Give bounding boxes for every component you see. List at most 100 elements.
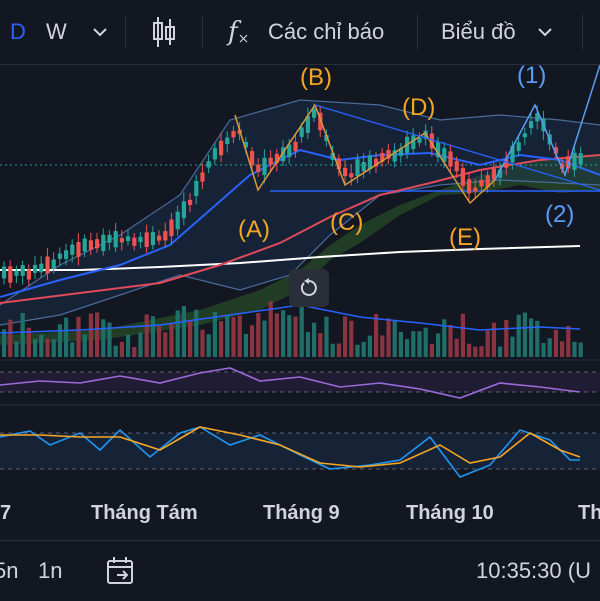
volume-bar (200, 329, 205, 357)
candle-body (268, 157, 273, 165)
candle-body (522, 133, 527, 138)
volume-bar (491, 322, 496, 357)
volume-bar (14, 341, 19, 357)
candle-body (330, 152, 335, 160)
volume-bar (157, 325, 162, 357)
volume-bar (150, 316, 155, 357)
reset-chart-button[interactable] (289, 269, 329, 307)
toolbar-divider (202, 14, 203, 50)
volume-bar (392, 321, 397, 357)
volume-bar (572, 341, 577, 357)
candle-body (150, 232, 155, 246)
candle-body (88, 240, 93, 250)
volume-bar (522, 312, 527, 357)
volume-bar (479, 346, 484, 357)
volume-bar (349, 320, 354, 357)
volume-bar (547, 338, 552, 357)
volume-bar (374, 313, 379, 357)
candle-body (45, 256, 50, 274)
volume-bar (70, 342, 75, 357)
volume-bar (417, 331, 422, 357)
volume-bar (454, 338, 459, 357)
candle-body (138, 236, 143, 243)
candle-body (281, 147, 286, 162)
candle-body (374, 158, 379, 167)
candle-body (560, 163, 565, 169)
candle-body (82, 238, 87, 252)
range-5n-button[interactable]: 5n (0, 558, 19, 583)
candle-body (119, 238, 124, 243)
volume-bar (336, 343, 341, 357)
candle-body (57, 253, 62, 259)
volume-bar (219, 321, 224, 357)
price-chart[interactable]: (B) (A) (C) (D) (E) (1) (2) (0, 65, 600, 495)
volume-bar (429, 344, 434, 357)
indicators-button[interactable]: Các chỉ báo (268, 19, 385, 44)
interval-dropdown-chevron-icon[interactable] (92, 0, 108, 64)
volume-bar (26, 327, 31, 357)
volume-ma-line (0, 304, 581, 334)
volume-bar (330, 343, 335, 357)
volume-bar (256, 313, 261, 357)
volume-bar (250, 325, 255, 357)
candle-body (175, 211, 180, 230)
wave-label-c: (C) (330, 209, 363, 236)
volume-bar (498, 346, 503, 357)
stoch-d-line (0, 426, 581, 468)
candle-body (26, 269, 31, 280)
ichimoku-cloud (0, 155, 600, 345)
wave-label-2: (2) (545, 201, 574, 228)
interval-d-button[interactable]: D (10, 19, 26, 44)
chart-type-button[interactable]: Biểu đồ (441, 19, 516, 44)
bottom-toolbar: 5n 1n 10:35:30 (U (0, 540, 600, 601)
candle-body (250, 151, 255, 166)
volume-bar (473, 346, 478, 357)
candle-body (64, 250, 69, 259)
volume-bar (181, 305, 186, 357)
candle-body (467, 179, 472, 194)
volume-bar (82, 334, 87, 357)
volume-bar (169, 323, 174, 357)
wave-label-b: (B) (300, 65, 332, 91)
candles-chart-type-icon[interactable] (150, 0, 178, 64)
candle-body (318, 112, 323, 131)
candle-body (39, 263, 44, 273)
candle-body (51, 259, 56, 270)
volume-bar (76, 316, 81, 357)
candle-body (473, 187, 478, 192)
candle-body (95, 239, 100, 249)
bollinger-upper-line (0, 99, 600, 306)
candle-body (491, 168, 496, 180)
indicators-fx-icon[interactable]: f × (228, 17, 250, 47)
interval-w-button[interactable]: W (46, 19, 67, 44)
candle-body (386, 150, 391, 159)
volume-bar (206, 334, 211, 357)
range-1n-button[interactable]: 1n (38, 558, 63, 583)
candle-body (448, 151, 453, 167)
wave-label-1: (1) (517, 65, 546, 89)
volume-bar (138, 332, 143, 357)
candle-body (20, 265, 25, 276)
candle-body (417, 137, 422, 143)
goto-date-calendar-icon[interactable] (105, 541, 137, 601)
clock-timezone-button[interactable]: 10:35:30 (U (476, 558, 591, 583)
volume-bar (188, 321, 193, 357)
candle-body (101, 234, 106, 251)
volume-bar (516, 314, 521, 357)
volume-bar (268, 301, 273, 357)
candle-body (529, 121, 534, 129)
candle-body (212, 148, 217, 160)
volume-bar (64, 317, 69, 357)
volume-bar (312, 322, 317, 357)
candle-body (274, 153, 279, 163)
volume-bar (423, 327, 428, 357)
candle-body (479, 179, 484, 187)
candle-body (293, 141, 298, 152)
volume-bar (324, 316, 329, 357)
candle-body (485, 175, 490, 188)
volume-bar (299, 302, 304, 357)
candlestick-series (2, 103, 583, 289)
chart-type-chevron-icon[interactable] (537, 0, 553, 64)
volume-bar (51, 339, 56, 357)
candle-body (454, 161, 459, 172)
